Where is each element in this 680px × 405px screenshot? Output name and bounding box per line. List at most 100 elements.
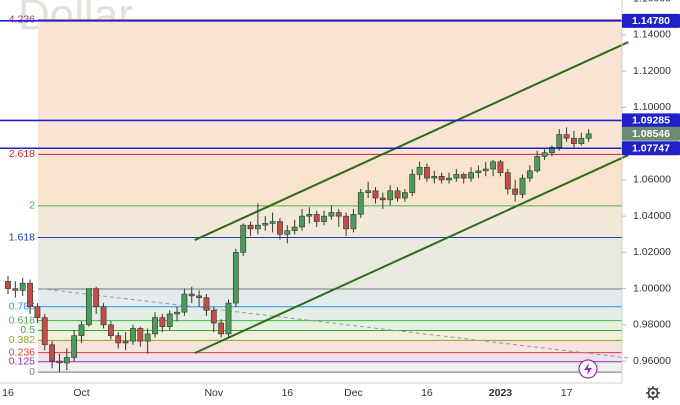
candle-body: [534, 156, 541, 172]
x-tick-label: 2023: [489, 387, 513, 399]
price-tag: [622, 113, 680, 128]
candle-body: [100, 306, 107, 326]
x-tick-label: Oct: [73, 387, 89, 399]
y-tick-label: 1.10000: [633, 101, 671, 113]
price-tag-label: 1.09285: [632, 115, 670, 127]
x-tick-label: Dec: [344, 387, 363, 399]
candle-body: [56, 360, 63, 364]
fib-band: [38, 19, 622, 155]
y-tick-label: 1.04000: [633, 210, 671, 222]
candle-body: [269, 221, 276, 224]
candle-body: [438, 175, 445, 181]
candle-body: [541, 152, 548, 157]
x-tick-label: 16: [421, 387, 433, 399]
candle-body: [365, 190, 372, 193]
candle-body: [166, 313, 173, 327]
candle-body: [482, 168, 489, 172]
candle-body: [578, 137, 585, 144]
candle-body: [152, 317, 158, 335]
y-tick-label: 0.96000: [633, 355, 671, 367]
alert-button[interactable]: [578, 359, 598, 379]
candle-body: [71, 335, 78, 358]
price-tag: [622, 13, 680, 28]
fib-label: 0.236: [9, 346, 35, 358]
candle-body: [210, 310, 217, 324]
fib-band: [38, 237, 622, 289]
fib-label: 0.618: [9, 314, 35, 326]
candle-body: [144, 333, 151, 342]
candle-body: [475, 170, 482, 173]
price-tag: [622, 141, 680, 156]
candle-body: [262, 223, 269, 226]
candle-body: [335, 212, 342, 217]
candle-body: [115, 335, 122, 344]
y-tick-label: 0.98000: [633, 319, 671, 331]
fib-band: [38, 352, 622, 362]
fib-label: 0.382: [9, 334, 35, 346]
candle-body: [519, 177, 526, 195]
candle-body: [490, 161, 496, 170]
y-tick-label: 1.00000: [633, 282, 671, 294]
candle-body: [78, 324, 85, 337]
candle-body: [313, 214, 320, 222]
candle-body: [5, 281, 11, 289]
candle-body: [468, 172, 474, 179]
fib-band: [38, 361, 622, 373]
candle-body: [130, 328, 136, 342]
fib-band: [38, 320, 622, 331]
candle-body: [446, 177, 452, 181]
fib-label: 1.618: [9, 231, 35, 243]
candle-body: [460, 174, 467, 179]
fib-band: [38, 205, 622, 238]
candle-body: [431, 175, 438, 179]
candle-body: [526, 170, 533, 179]
candle-body: [585, 133, 592, 139]
candle-body: [203, 297, 210, 311]
candle-body: [159, 317, 166, 327]
candle-body: [12, 288, 19, 291]
y-tick-label: 1.14000: [633, 29, 671, 41]
trend-line: [194, 41, 629, 241]
candle-body: [277, 221, 283, 235]
fib-label: 2.618: [9, 148, 35, 160]
y-tick-label: 1.12000: [633, 65, 671, 77]
candle-body: [255, 224, 261, 230]
candle-body: [27, 282, 33, 308]
settings-button[interactable]: [646, 386, 660, 400]
y-tick-label: 1.02000: [633, 246, 671, 258]
candle-body: [247, 224, 254, 230]
candle-body: [174, 311, 180, 315]
price-tag-label: 1.07747: [632, 143, 670, 155]
candle-body: [343, 215, 349, 230]
candle-body: [328, 212, 335, 217]
price-tag: [622, 126, 680, 141]
fib-band: [38, 306, 622, 321]
fib-band: [38, 340, 622, 353]
candle-body: [556, 134, 563, 148]
candle-body: [306, 214, 313, 217]
x-tick-label: Nov: [204, 387, 223, 399]
candle-body: [548, 146, 555, 154]
fib-label: 4.236: [9, 14, 35, 26]
candle-body: [321, 215, 327, 222]
fib-band: [38, 330, 622, 341]
fib-label: 0: [29, 366, 35, 378]
price-tag-label: 1.08546: [632, 128, 670, 140]
candle-body: [379, 197, 386, 201]
candle-body: [108, 324, 114, 337]
candle-body: [232, 252, 239, 304]
candle-body: [357, 192, 364, 215]
candle-body: [49, 344, 55, 362]
candle-body: [453, 174, 460, 179]
candle-body: [218, 322, 225, 335]
candle-body: [240, 224, 247, 253]
candle-body: [350, 214, 357, 230]
trend-line: [40, 288, 629, 359]
candle-body: [196, 295, 202, 298]
candle-body: [512, 188, 519, 195]
trend-line: [194, 154, 629, 355]
candle-body: [93, 288, 100, 308]
candle-body: [63, 357, 70, 364]
x-tick-label: 16: [281, 387, 293, 399]
